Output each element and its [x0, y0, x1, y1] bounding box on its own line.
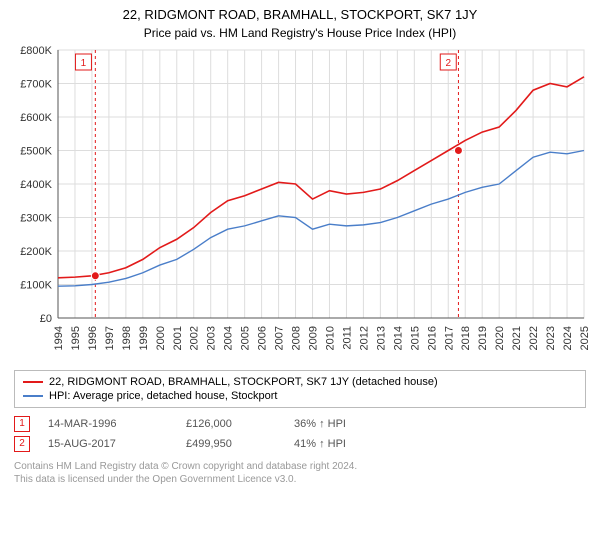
legend-swatch: [23, 381, 43, 383]
svg-text:2016: 2016: [426, 326, 438, 350]
legend: 22, RIDGMONT ROAD, BRAMHALL, STOCKPORT, …: [14, 370, 586, 408]
svg-text:2007: 2007: [274, 326, 286, 350]
svg-text:2006: 2006: [257, 326, 269, 350]
legend-label: HPI: Average price, detached house, Stoc…: [49, 390, 278, 402]
svg-text:2015: 2015: [409, 326, 421, 350]
footer-line2: This data is licensed under the Open Gov…: [14, 473, 586, 486]
svg-text:1996: 1996: [87, 326, 99, 350]
svg-text:2010: 2010: [324, 326, 336, 350]
svg-text:2022: 2022: [528, 326, 540, 350]
svg-text:2025: 2025: [579, 326, 590, 350]
svg-text:£100K: £100K: [20, 279, 52, 291]
svg-text:2017: 2017: [443, 326, 455, 350]
svg-text:1994: 1994: [53, 326, 65, 350]
marker-price: £126,000: [186, 418, 276, 430]
svg-text:1997: 1997: [104, 326, 116, 350]
marker-date: 14-MAR-1996: [48, 418, 168, 430]
marker-date: 15-AUG-2017: [48, 438, 168, 450]
svg-text:2012: 2012: [358, 326, 370, 350]
svg-text:£200K: £200K: [20, 246, 52, 258]
svg-text:1999: 1999: [138, 326, 150, 350]
svg-text:2024: 2024: [562, 326, 574, 350]
footer-attribution: Contains HM Land Registry data © Crown c…: [10, 454, 590, 486]
marker-row: 1 14-MAR-1996 £126,000 36% ↑ HPI: [14, 414, 586, 434]
svg-text:£700K: £700K: [20, 78, 52, 90]
svg-text:£400K: £400K: [20, 179, 52, 191]
svg-text:1995: 1995: [70, 326, 82, 350]
svg-text:2004: 2004: [223, 326, 235, 350]
legend-item: HPI: Average price, detached house, Stoc…: [23, 389, 577, 403]
svg-text:2020: 2020: [494, 326, 506, 350]
marker-badge: 2: [14, 436, 30, 452]
marker-row: 2 15-AUG-2017 £499,950 41% ↑ HPI: [14, 434, 586, 454]
svg-text:2018: 2018: [460, 326, 472, 350]
svg-text:£0: £0: [40, 313, 52, 325]
svg-text:2014: 2014: [392, 326, 404, 350]
svg-text:2001: 2001: [172, 326, 184, 350]
marker-table: 1 14-MAR-1996 £126,000 36% ↑ HPI 2 15-AUG-201…: [10, 414, 590, 454]
svg-text:2008: 2008: [291, 326, 303, 350]
svg-text:£500K: £500K: [20, 145, 52, 157]
svg-text:2000: 2000: [155, 326, 167, 350]
page-subtitle: Price paid vs. HM Land Registry's House …: [10, 26, 590, 40]
legend-item: 22, RIDGMONT ROAD, BRAMHALL, STOCKPORT, …: [23, 375, 577, 389]
svg-text:2005: 2005: [240, 326, 252, 350]
svg-text:1998: 1998: [121, 326, 133, 350]
marker-badge: 1: [14, 416, 30, 432]
marker-pct: 41% ↑ HPI: [294, 438, 384, 450]
svg-text:£800K: £800K: [20, 45, 52, 57]
legend-swatch: [23, 395, 43, 397]
svg-text:2: 2: [445, 58, 451, 69]
marker-price: £499,950: [186, 438, 276, 450]
svg-text:2003: 2003: [206, 326, 218, 350]
svg-text:2013: 2013: [375, 326, 387, 350]
svg-text:£600K: £600K: [20, 112, 52, 124]
legend-label: 22, RIDGMONT ROAD, BRAMHALL, STOCKPORT, …: [49, 376, 438, 388]
page-title: 22, RIDGMONT ROAD, BRAMHALL, STOCKPORT, …: [10, 6, 590, 24]
svg-text:2023: 2023: [545, 326, 557, 350]
svg-text:2011: 2011: [341, 326, 353, 350]
marker-pct: 36% ↑ HPI: [294, 418, 384, 430]
svg-text:2019: 2019: [477, 326, 489, 350]
svg-text:£300K: £300K: [20, 212, 52, 224]
svg-text:2009: 2009: [308, 326, 320, 350]
price-chart: £0 £100K £200K £300K £400K £500K £600K £700K £80…: [10, 40, 590, 370]
svg-text:1: 1: [81, 58, 87, 69]
svg-text:2021: 2021: [511, 326, 523, 350]
svg-text:2002: 2002: [189, 326, 201, 350]
footer-line1: Contains HM Land Registry data © Crown c…: [14, 460, 586, 473]
